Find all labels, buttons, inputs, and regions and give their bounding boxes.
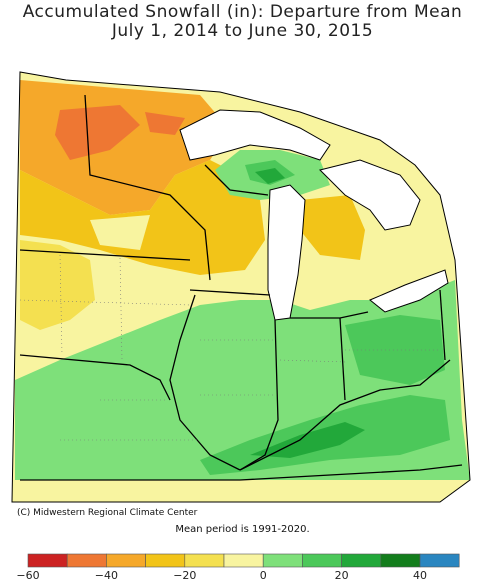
- legend-swatch: [106, 553, 146, 568]
- legend-swatch: [419, 553, 460, 568]
- legend-tick-label: −20: [173, 569, 197, 582]
- legend-tick-label: 0: [259, 569, 267, 582]
- legend-swatch: [302, 553, 342, 568]
- snowfall-departure-map: [11, 71, 471, 503]
- zone-dark-orange-ne: [145, 112, 185, 135]
- border-ia-mo: [19, 354, 171, 401]
- border-il-in: [239, 319, 279, 471]
- legend-swatch: [27, 553, 68, 568]
- zone-mid-green-ohio: [345, 315, 445, 385]
- legend-tick-label: −40: [94, 569, 118, 582]
- legend-tick-label: −60: [16, 569, 40, 582]
- legend-swatch: [66, 553, 107, 568]
- zone-yellow-west: [20, 240, 95, 330]
- county-grid: [19, 254, 440, 441]
- lake-erie: [370, 270, 448, 312]
- border-in-oh: [339, 317, 346, 401]
- zone-dark-green-up: [255, 168, 285, 184]
- lake-superior: [180, 110, 330, 160]
- border-mn-wi: [84, 94, 211, 281]
- legend-tick-label: 40: [413, 569, 427, 582]
- map-title-line-1: Accumulated Snowfall (in): Departure fro…: [22, 2, 463, 22]
- legend-swatch: [380, 553, 421, 568]
- legend-swatch: [184, 553, 225, 568]
- legend-swatch: [145, 553, 186, 568]
- zone-dark-orange-nw: [55, 105, 140, 160]
- border-mn-ia: [19, 249, 191, 261]
- border-ky-tn: [239, 464, 463, 481]
- state-borders: [19, 94, 463, 481]
- legend-swatch: [341, 553, 382, 568]
- border-up-wi: [204, 164, 269, 196]
- mean-period-note: Mean period is 1991-2020.: [175, 524, 310, 535]
- zone-dark-green-kentucky: [250, 422, 365, 458]
- border-oh-pa: [439, 289, 446, 361]
- zone-yellow-light-iowa: [90, 215, 150, 250]
- lake-huron: [320, 160, 420, 230]
- lake-outlines: [179, 109, 449, 321]
- zone-yellow-lower-michigan: [300, 195, 365, 260]
- color-legend: [27, 553, 460, 568]
- legend-swatch: [223, 553, 264, 568]
- border-mi-in-oh: [290, 311, 369, 319]
- credit-text: (C) Midwestern Regional Climate Center: [15, 508, 200, 518]
- border-il-west: [169, 294, 241, 471]
- map-boundary: [11, 71, 471, 503]
- legend-swatch: [262, 553, 303, 568]
- map-title-line-2: July 1, 2014 to June 30, 2015: [111, 21, 374, 41]
- border-ohio-river: [239, 359, 451, 471]
- legend-tick-label: 20: [334, 569, 349, 582]
- border-wi-il: [189, 289, 271, 296]
- map-area: [12, 72, 470, 502]
